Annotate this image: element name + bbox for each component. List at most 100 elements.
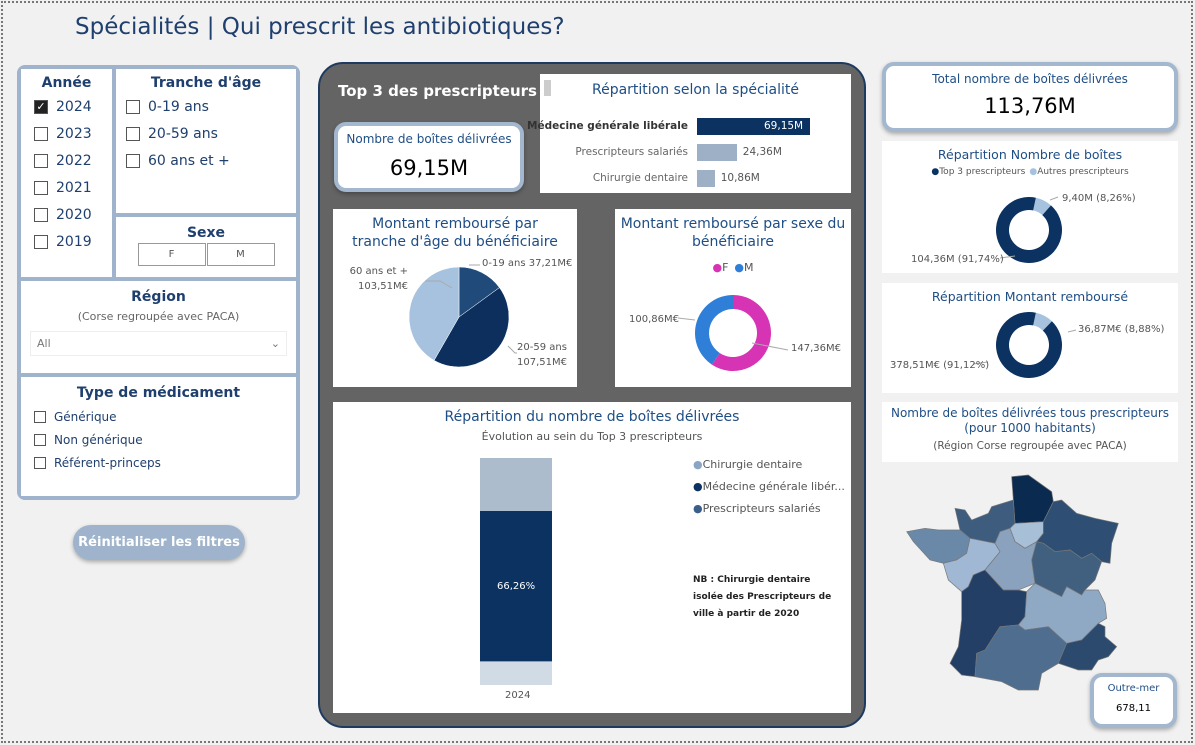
total-label: Total nombre de boîtes délivrées xyxy=(932,72,1128,86)
data-label: 378,51M€ (91,12%) xyxy=(890,360,990,371)
chevron-down-icon: ⌄ xyxy=(270,337,280,350)
legend-f: ●F xyxy=(712,261,729,274)
checkbox[interactable] xyxy=(126,126,140,141)
outremer-value: 678,11 xyxy=(1116,703,1151,714)
specialty-title: Répartition selon la spécialité xyxy=(591,82,800,98)
reset-filters-button[interactable]: Réinitialiser les filtres xyxy=(73,525,245,560)
region-slicer: Région (Corse regroupée avec PACA) All ⌄ xyxy=(21,281,296,373)
sex-slicer: Sexe F M xyxy=(116,217,296,277)
checkbox[interactable] xyxy=(34,410,46,423)
outremer-card[interactable]: Outre-mer 678,11 xyxy=(1090,673,1177,728)
drug-type-option[interactable]: Référent-princeps xyxy=(34,451,296,474)
data-label: 100,86M€ xyxy=(629,314,679,325)
data-label: 104,36M (91,74%) xyxy=(911,254,1004,265)
region-value: All xyxy=(37,337,51,350)
checkbox[interactable] xyxy=(34,126,48,141)
year-option[interactable]: 2020 xyxy=(34,201,112,228)
stack-data-label: 66,26% xyxy=(497,581,536,592)
legend-item[interactable]: ●Prescripteurs salariés xyxy=(693,502,821,515)
specialty-bar-chart: Répartition selon la spécialité Médecine… xyxy=(527,74,851,193)
bar-label: Médecine générale libérale xyxy=(527,120,688,132)
map-subtitle: (Région Corse regroupée avec PACA) xyxy=(933,440,1127,452)
data-label: 147,36M€ xyxy=(791,343,841,354)
region-occitanie[interactable] xyxy=(974,624,1068,691)
stack-chart-card: Répartition du nombre de boîtes délivrée… xyxy=(333,402,851,713)
checkbox[interactable] xyxy=(34,153,48,168)
checkbox[interactable] xyxy=(126,153,140,168)
legend-autres: ●Autres prescripteurs xyxy=(1029,167,1129,177)
legend-item[interactable]: ●Médecine générale libér... xyxy=(693,480,845,493)
year-option[interactable]: ✓ 2024 xyxy=(34,93,112,120)
kpi-label: Nombre de boîtes délivrées xyxy=(346,132,512,146)
amount-donut-card: Répartition Montant remboursé xyxy=(882,283,1178,393)
age-title: Tranche d'âge xyxy=(150,75,262,91)
checkbox[interactable] xyxy=(34,234,48,249)
bar-value: 10,86M xyxy=(720,172,760,184)
bar[interactable] xyxy=(697,118,810,135)
region-dropdown[interactable]: All ⌄ xyxy=(30,331,287,356)
x-tick-label: 2024 xyxy=(505,690,531,701)
bar-value: 69,15M xyxy=(764,120,804,132)
filter-panel: Année ✓ 2024 2023 2022 2021 2020 2019 Tranche … xyxy=(17,65,300,500)
map-title-card: Nombre de boîtes délivrées tous prescrip… xyxy=(882,402,1178,462)
sex-donut-card: Montant remboursé par sexe du bénéficiai… xyxy=(615,209,851,387)
year-option[interactable]: 2022 xyxy=(34,147,112,174)
bar-label: Prescripteurs salariés xyxy=(575,146,688,158)
bar[interactable] xyxy=(697,144,737,161)
legend-item[interactable]: ●Chirurgie dentaire xyxy=(693,458,803,471)
age-option[interactable]: 0-19 ans xyxy=(126,93,296,120)
legend-m: ●M xyxy=(734,261,754,274)
age-pie-title: Montant remboursé par tranche d'âge du b… xyxy=(352,216,558,250)
checkbox[interactable]: ✓ xyxy=(34,99,48,114)
total-value: 113,76M xyxy=(984,94,1076,118)
france-region-map xyxy=(906,474,1119,691)
sex-donut-title: Montant remboursé par sexe du bénéficiai… xyxy=(620,216,846,250)
kpi-total-boxes: Total nombre de boîtes délivrées 113,76M xyxy=(882,62,1178,132)
year-option[interactable]: 2023 xyxy=(34,120,112,147)
sex-option-m[interactable]: M xyxy=(206,243,275,266)
drug-type-slicer: Type de médicament Générique Non génériqu… xyxy=(21,377,296,496)
region-subtitle: (Corse regroupée avec PACA) xyxy=(77,310,240,323)
stack-subtitle: Évolution au sein du Top 3 prescripteurs xyxy=(481,430,703,443)
stack-note: NB : Chirurgie dentaire isolée des Presc… xyxy=(693,575,832,619)
boxes-donut-title: Répartition Nombre de boîtes xyxy=(937,147,1123,162)
data-label: 36,87M€ (8,88%) xyxy=(1078,324,1165,335)
year-slicer: Année ✓ 2024 2023 2022 2021 2020 2019 xyxy=(21,69,112,277)
kpi-boxes-top3: Nombre de boîtes délivrées 69,15M xyxy=(334,122,524,192)
region-paca[interactable] xyxy=(1057,622,1118,671)
legend-top3: ●Top 3 prescripteurs xyxy=(931,167,1026,177)
year-title: Année xyxy=(41,75,92,91)
age-slicer: Tranche d'âge 0-19 ans 20-59 ans 60 ans et… xyxy=(116,69,296,213)
checkbox[interactable] xyxy=(34,456,46,469)
sex-title: Sexe xyxy=(186,225,226,241)
bar[interactable] xyxy=(697,170,715,187)
checkbox[interactable] xyxy=(34,207,48,222)
amount-donut-title: Répartition Montant remboursé xyxy=(931,289,1129,304)
checkbox[interactable] xyxy=(34,180,48,195)
outremer-label: Outre-mer xyxy=(1107,683,1160,694)
kpi-value: 69,15M xyxy=(389,156,469,180)
bar-value: 24,36M xyxy=(742,146,782,158)
age-option[interactable]: 20-59 ans xyxy=(126,120,296,147)
stack-title: Répartition du nombre de boîtes délivrée… xyxy=(444,409,740,425)
sex-option-f[interactable]: F xyxy=(137,243,206,266)
drug-type-title: Type de médicament xyxy=(76,385,241,401)
data-label: 60 ans et + 103,51M€ xyxy=(349,266,408,292)
checkbox[interactable] xyxy=(34,433,46,446)
checkbox[interactable] xyxy=(126,99,140,114)
scroll-handle[interactable] xyxy=(544,80,551,96)
year-option[interactable]: 2019 xyxy=(34,228,112,255)
map-title: Nombre de boîtes délivrées tous prescrip… xyxy=(890,406,1170,435)
year-option[interactable]: 2021 xyxy=(34,174,112,201)
age-option[interactable]: 60 ans et + xyxy=(126,147,296,174)
page-title: Spécialités | Qui prescrit les antibioti… xyxy=(75,14,565,40)
drug-type-option[interactable]: Générique xyxy=(34,405,296,428)
top3-title: Top 3 des prescripteurs xyxy=(338,82,537,100)
region-title: Région xyxy=(131,289,186,305)
bar-label: Chirurgie dentaire xyxy=(592,172,688,184)
data-label: 0-19 ans 37,21M€ xyxy=(482,258,573,269)
drug-type-option[interactable]: Non générique xyxy=(34,428,296,451)
data-label: 9,40M (8,26%) xyxy=(1062,193,1136,204)
data-label: 20-59 ans 107,51M€ xyxy=(517,342,567,368)
